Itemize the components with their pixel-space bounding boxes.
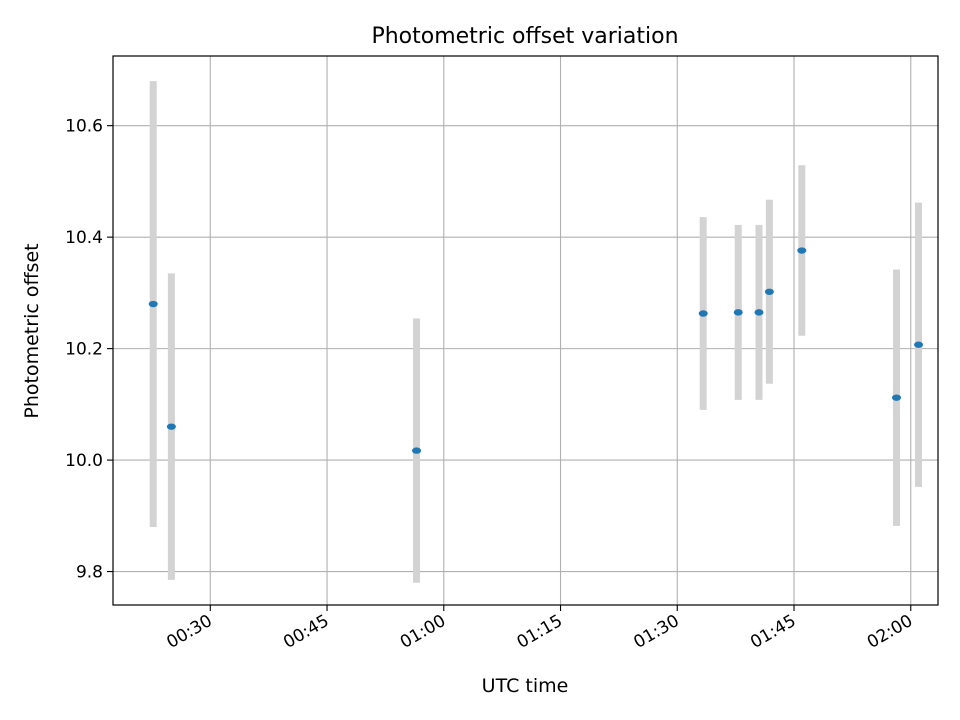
plot-area: [113, 56, 938, 605]
y-tick-label: 10.0: [65, 451, 103, 471]
data-point: [754, 309, 764, 316]
data-point: [148, 300, 158, 308]
plot-frame: [112, 55, 939, 606]
data-point: [166, 423, 176, 430]
x-axis-label: UTC time: [482, 675, 569, 697]
data-point: [733, 309, 743, 316]
data-point: [891, 394, 901, 401]
chart-title: Photometric offset variation: [371, 24, 678, 49]
y-tick-label: 9.8: [76, 563, 103, 583]
y-tick-label: 10.6: [65, 117, 103, 137]
data-point: [764, 288, 774, 295]
data-point: [412, 447, 422, 454]
data-point: [797, 247, 807, 254]
data-point: [914, 341, 924, 348]
y-tick-label: 10.2: [65, 340, 103, 360]
y-tick-label: 10.4: [65, 228, 103, 248]
data-point: [698, 310, 708, 317]
data-points: [148, 247, 924, 454]
y-axis-label: Photometric offset: [21, 243, 43, 418]
